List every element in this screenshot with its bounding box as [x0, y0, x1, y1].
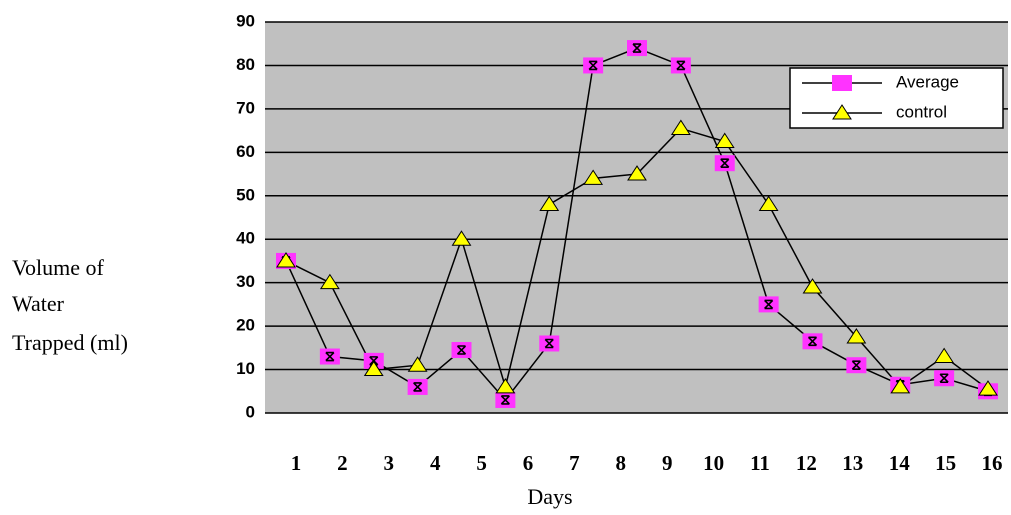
y-tick-label: 50: [236, 185, 255, 204]
x-tick-label: 5: [476, 451, 487, 475]
marker-cross: [676, 60, 686, 71]
marker-cross: [413, 382, 423, 392]
legend-marker: [832, 104, 852, 120]
marker: [407, 378, 428, 395]
marker-cross: [456, 345, 467, 355]
x-tick-label: 10: [703, 451, 724, 475]
marker-cross: [632, 43, 642, 53]
marker-triangle: [802, 278, 823, 294]
x-tick-label: 9: [662, 451, 673, 475]
y-tick-label: 60: [236, 142, 255, 161]
legend-label: control: [896, 102, 947, 121]
legend-marker: [832, 75, 852, 91]
marker-cross: [544, 338, 554, 349]
x-tick-label: 4: [430, 451, 441, 475]
marker-triangle: [363, 360, 384, 377]
marker: [846, 357, 867, 374]
marker-triangle: [846, 328, 867, 344]
y-axis-label: Trapped (ml): [12, 330, 128, 355]
x-tick-label: 14: [889, 451, 911, 475]
marker-triangle: [890, 378, 911, 394]
marker: [802, 333, 823, 350]
marker: [583, 57, 604, 74]
marker-triangle: [627, 165, 647, 181]
x-tick-label: 11: [750, 451, 770, 475]
y-axis-label: Water: [12, 291, 65, 316]
y-tick-label: 20: [236, 316, 255, 335]
marker-triangle: [539, 195, 560, 211]
x-tick-label: 3: [384, 451, 395, 475]
x-tick-label: 1: [291, 451, 302, 475]
y-tick-label: 80: [236, 55, 255, 74]
marker-triangle: [583, 169, 604, 185]
marker-triangle: [714, 132, 735, 148]
x-tick-label: 8: [616, 451, 627, 475]
y-tick-label: 70: [236, 98, 255, 117]
marker: [758, 296, 779, 313]
marker-cross: [720, 158, 730, 168]
marker: [934, 370, 955, 387]
x-axis-label: Days: [527, 484, 572, 509]
y-tick-label: 30: [236, 272, 255, 291]
x-tick-label: 15: [935, 451, 956, 475]
marker-triangle: [670, 119, 691, 135]
y-tick-label: 0: [246, 402, 255, 421]
marker: [539, 335, 560, 352]
marker: [451, 342, 472, 359]
y-tick-label: 90: [236, 11, 255, 30]
marker-triangle: [495, 378, 516, 394]
marker-cross: [807, 336, 818, 347]
x-tick-label: 16: [982, 451, 1003, 475]
x-tick-label: 6: [523, 451, 534, 475]
marker-triangle: [451, 230, 472, 246]
x-tick-label: 13: [842, 451, 863, 475]
marker-cross: [939, 373, 949, 384]
marker: [714, 155, 735, 172]
marker-triangle: [319, 273, 340, 290]
marker-cross: [588, 60, 598, 71]
marker-triangle: [934, 347, 955, 364]
marker-cross: [500, 395, 510, 405]
y-tick-label: 40: [236, 229, 255, 248]
marker-triangle: [407, 356, 428, 372]
y-axis-label: Volume of: [12, 255, 105, 280]
marker: [495, 391, 516, 408]
x-tick-label: 7: [569, 451, 580, 475]
marker-triangle: [276, 252, 296, 268]
legend-label: Average: [896, 72, 959, 91]
marker-cross: [851, 360, 861, 371]
legend-box: [789, 67, 1004, 129]
marker-triangle: [758, 195, 779, 211]
marker-cross: [764, 299, 774, 310]
marker: [670, 57, 691, 74]
marker-triangle: [978, 380, 998, 396]
marker-cross: [325, 351, 335, 362]
marker: [627, 40, 647, 57]
x-tick-label: 12: [796, 451, 817, 475]
marker: [319, 348, 340, 365]
y-tick-label: 10: [236, 359, 255, 378]
x-tick-label: 2: [337, 451, 348, 475]
